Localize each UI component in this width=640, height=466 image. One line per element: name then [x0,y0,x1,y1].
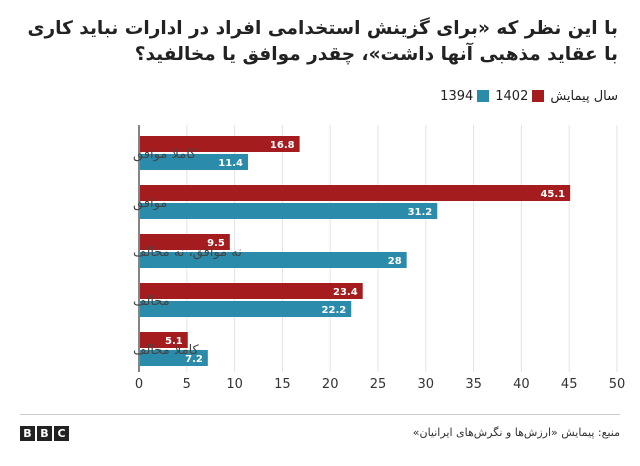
bar-1394 [140,350,208,366]
bar-1394 [140,252,407,268]
data-label: 23.4 [333,287,358,298]
source-note: منبع: پیمایش «ارزش‌ها و نگرش‌های ایرانیا… [412,426,620,439]
x-tick-label: 45 [561,377,578,392]
legend-swatch-1394 [477,90,490,102]
category-label: مخالف [133,294,170,309]
logo-letter: B [20,426,35,441]
data-label: 45.1 [540,189,565,200]
bar-1394 [140,301,352,317]
bar-1402 [140,185,571,201]
legend-item-1402: 1402 [495,88,545,104]
x-tick-label: 20 [322,377,339,392]
legend-text-1394: 1394 [440,88,474,104]
legend-swatch-1402 [532,90,545,102]
x-tick-label: 50 [609,377,626,392]
bar-1402 [140,136,300,152]
data-label: 5.1 [165,336,183,347]
data-label: 11.4 [218,158,243,169]
x-tick-label: 40 [513,377,530,392]
bar-1394 [140,203,438,219]
x-tick-label: 25 [370,377,387,392]
data-label: 16.8 [270,140,295,151]
data-label: 9.5 [207,238,225,249]
data-label: 22.2 [322,305,347,316]
bar-1402 [140,332,188,348]
legend: سال پیمایش 1402 1394 [440,84,618,108]
x-tick-label: 5 [183,377,191,392]
bar-1394 [140,154,248,170]
legend-item-1394: 1394 [440,88,490,104]
bar-1402 [140,234,230,250]
category-label: موافق [133,196,167,211]
data-label: 31.2 [408,207,433,218]
x-tick-label: 15 [274,377,291,392]
footer-divider [20,414,620,415]
bar-1402 [140,283,363,299]
logo-letter: C [54,426,69,441]
bbc-logo: B B C [20,426,69,441]
x-tick-label: 10 [226,377,243,392]
category-label: نه موافق، نه مخالف [133,245,242,260]
logo-letter: B [37,426,52,441]
legend-text-1402: 1402 [495,88,529,104]
x-tick-label: 0 [135,377,143,392]
category-label: کاملا موافق [133,147,197,162]
data-label: 28 [388,256,402,267]
category-label: کاملا مخالف [133,343,200,358]
data-label: 7.2 [185,354,203,365]
chart-title: با این نظر که «برای گزینش استخدامی افراد… [27,18,618,65]
x-tick-label: 35 [465,377,482,392]
legend-label: سال پیمایش [550,88,618,104]
x-tick-label: 30 [418,377,435,392]
